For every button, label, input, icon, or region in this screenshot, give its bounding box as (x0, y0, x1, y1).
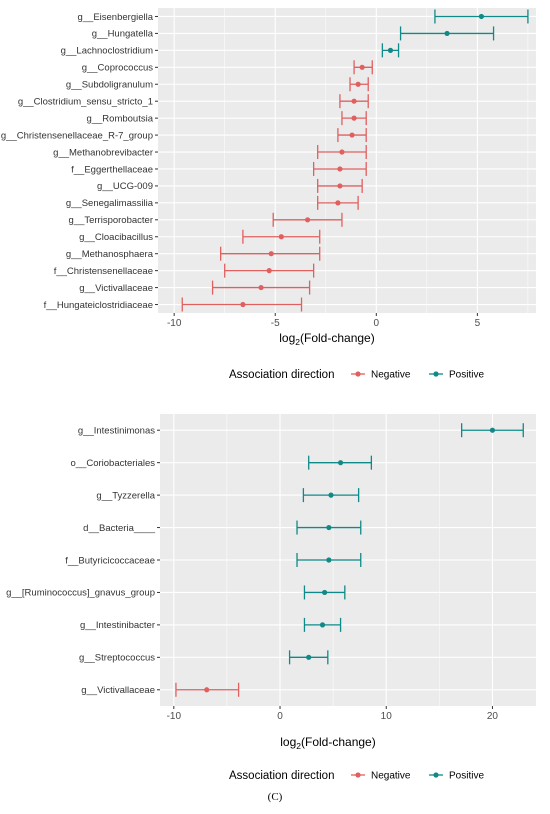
category-label: f__Christensenellaceae (54, 266, 153, 277)
category-label: g__Victivallaceae (81, 685, 155, 696)
category-label: f__Hungateiclostridiaceae (44, 300, 153, 311)
point-estimate (337, 166, 343, 172)
category-label: g__Methanobrevibacter (53, 147, 153, 158)
point-estimate (355, 81, 361, 87)
point-estimate (351, 115, 357, 121)
category-label: g__[Ruminococcus]_gnavus_group (6, 588, 155, 599)
point-estimate (304, 217, 311, 223)
x-tick-label: 10 (381, 711, 393, 722)
category-label: g__UCG-009 (97, 181, 153, 192)
category-label: g__Senegalimassilia (66, 198, 154, 209)
category-label: g__Romboutsia (86, 113, 153, 124)
point-estimate (359, 64, 365, 70)
point-estimate (444, 30, 450, 37)
category-label: g__Methanosphaera (66, 249, 154, 260)
x-tick-label: -5 (271, 318, 280, 329)
x-tick-label: 5 (475, 318, 481, 329)
legend-label: Negative (371, 771, 411, 782)
x-tick-label: 20 (487, 711, 499, 722)
legend-label: Negative (371, 370, 411, 381)
x-axis-label-log: log (280, 735, 296, 749)
point-estimate (204, 687, 210, 693)
category-label: g__Tyzzerella (96, 490, 155, 501)
point-estimate (489, 427, 496, 433)
point-estimate (328, 492, 334, 498)
category-label: g__Lachnoclostridium (61, 46, 154, 57)
legend-label: Positive (449, 370, 484, 381)
point-estimate (266, 268, 272, 274)
category-label: g__Streptococcus (79, 653, 155, 664)
category-label: f__Eggerthellaceae (71, 164, 153, 175)
category-label: g__Coprococcus (82, 63, 154, 74)
point-estimate (258, 284, 264, 291)
point-estimate (387, 47, 394, 53)
panel-label-c: (C) (268, 791, 283, 803)
category-label: g__Cloacibacillus (79, 232, 153, 243)
category-label: g__Victivallaceae (79, 283, 153, 294)
legend-label: Positive (449, 771, 484, 782)
point-estimate (337, 460, 344, 466)
x-axis-label: log2(Fold-change) (280, 735, 375, 751)
point-estimate (335, 200, 341, 206)
point-estimate (306, 654, 312, 660)
point-estimate (349, 132, 355, 138)
legend-key-point (433, 371, 439, 377)
category-label: g__Terrisporobacter (69, 215, 154, 226)
point-estimate (339, 149, 345, 155)
x-axis-label: log2(Fold-change) (279, 331, 374, 347)
point-estimate (326, 557, 332, 563)
plot-panel (158, 8, 536, 313)
category-label: g__Subdoligranulum (66, 80, 153, 91)
legend-key-point (355, 371, 361, 377)
point-estimate (478, 13, 485, 20)
x-tick-label: 0 (277, 711, 283, 722)
forest-plot-bottom: -10 0 10 20 g__Intestinimonas o__Coriobacteri… (6, 414, 536, 782)
x-tick-label: -10 (167, 318, 182, 329)
point-estimate (351, 98, 357, 104)
category-label: d__Bacteria____ (83, 523, 156, 534)
x-axis-label-sub: 2 (296, 741, 301, 751)
category-label: g__Intestinibacter (80, 620, 155, 631)
forest-plot-top: -10 -5 0 5 g__Eisenbergiella g__Hungatella g__… (1, 8, 536, 381)
point-estimate (326, 524, 332, 531)
category-label: g__Eisenbergiella (77, 12, 153, 23)
x-axis-label-log: log (279, 331, 295, 345)
category-label: g__Hungatella (92, 29, 154, 40)
x-axis-label-rest: (Fold-change) (301, 735, 376, 749)
point-estimate (240, 301, 246, 308)
legend-key-point (433, 772, 439, 778)
point-estimate (337, 183, 343, 189)
legend-title: Association direction (229, 369, 334, 381)
point-estimate (319, 622, 326, 628)
point-estimate (322, 589, 328, 596)
x-tick-label: 0 (374, 318, 380, 329)
x-axis-label-rest: (Fold-change) (300, 331, 375, 345)
category-label: g__Intestinimonas (78, 426, 155, 437)
category-label: g__Christensenellaceae_R-7_group (1, 130, 153, 141)
legend-title: Association direction (229, 770, 334, 782)
point-estimate (278, 234, 284, 240)
category-label: o__Coriobacteriales (71, 458, 156, 469)
x-tick-label: -10 (167, 711, 182, 722)
legend-key-point (355, 772, 361, 778)
category-label: f__Butyricicoccaceae (65, 555, 155, 566)
x-axis-label-sub: 2 (295, 337, 300, 347)
category-label: g__Clostridium_sensu_stricto_1 (18, 96, 153, 107)
point-estimate (268, 251, 274, 257)
